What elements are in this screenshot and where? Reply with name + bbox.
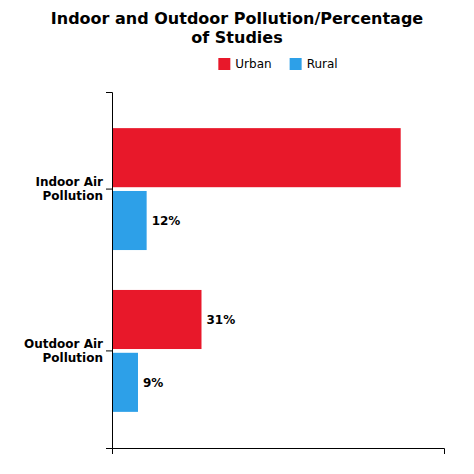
y-tick: Outdoor AirPollution — [24, 337, 112, 365]
y-tick-mark — [106, 350, 112, 351]
legend-swatch — [290, 58, 302, 70]
data-label: 12% — [152, 214, 181, 228]
bar — [112, 290, 201, 349]
chart: Indoor and Outdoor Pollution/Percentageo… — [0, 0, 474, 474]
plot: 31% 12% 9% Indoor AirPollution Outdoor AirPo… — [24, 93, 444, 455]
y-axis: Indoor AirPollution Outdoor AirPollution — [24, 93, 112, 449]
legend-label: Rural — [307, 57, 338, 71]
y-tick-label: Outdoor AirPollution — [24, 337, 103, 365]
legend-label: Urban — [235, 57, 271, 71]
legend-item: Rural — [290, 57, 338, 71]
y-axis-line — [106, 93, 113, 449]
bars — [112, 128, 401, 412]
legend-item: Urban — [218, 57, 271, 71]
bar — [112, 353, 138, 412]
legend: Urban Rural — [218, 57, 337, 71]
bar — [112, 191, 147, 250]
y-tick-mark — [106, 189, 112, 190]
data-label: 31% — [206, 313, 235, 327]
y-tick-label: Indoor AirPollution — [36, 175, 104, 203]
bar — [112, 128, 401, 187]
data-label: 9% — [143, 376, 163, 390]
x-axis — [113, 449, 445, 455]
data-labels: 31% 12% 9% — [143, 214, 235, 390]
y-tick: Indoor AirPollution — [36, 175, 113, 203]
legend-swatch — [218, 58, 230, 70]
x-axis-line — [113, 449, 445, 455]
title: Indoor and Outdoor Pollution/Percentageo… — [51, 9, 424, 47]
